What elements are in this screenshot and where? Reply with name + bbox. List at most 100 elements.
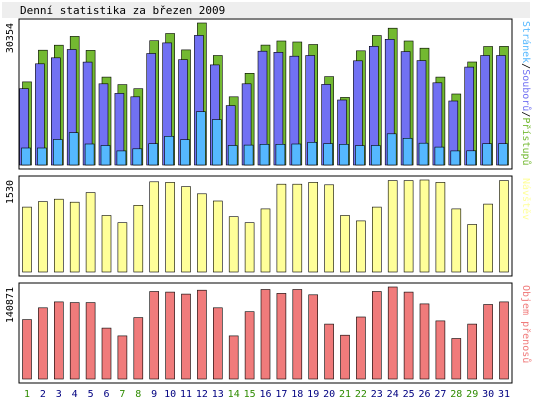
x-tick-label-day-31: 31 <box>498 389 510 400</box>
bar-middle-s0-day-7 <box>117 222 128 273</box>
x-tick-label-day-20: 20 <box>323 389 335 400</box>
bar-middle-s0-day-10 <box>165 182 175 273</box>
bar-top-s2-day-22 <box>355 145 365 166</box>
bar-middle-s0-day-28 <box>451 208 462 273</box>
bar-bottom-s0-day-26 <box>419 303 430 380</box>
bar-top-s2-day-19 <box>307 142 318 166</box>
bar-top-s2-day-30 <box>482 143 492 166</box>
bar-bottom-s0-day-13 <box>213 307 223 380</box>
bar-bottom-s0-day-3 <box>53 301 64 380</box>
bar-middle-s0-day-16 <box>260 208 271 273</box>
chart-title: Denní statistika za březen 2009 <box>20 4 225 17</box>
title-bar <box>2 2 530 18</box>
bar-bottom-s0-day-7 <box>117 335 128 380</box>
legend-part: Souborů <box>520 69 532 111</box>
bar-bottom-s0-day-22 <box>356 316 366 380</box>
bar-middle-s0-day-30 <box>483 203 493 273</box>
bar-bottom-s0-day-27 <box>435 320 446 380</box>
bar-bottom-s0-day-9 <box>149 291 159 380</box>
legend-middle: Návštěv <box>520 178 532 220</box>
bar-middle-s0-day-4 <box>69 201 80 273</box>
panel-frame-bottom <box>18 282 513 384</box>
bar-top-s2-day-16 <box>259 144 270 166</box>
bar-middle-s0-day-11 <box>181 186 191 273</box>
legend-part: Návštěv <box>520 178 532 220</box>
x-tick-label-day-6: 6 <box>103 389 109 400</box>
bar-top-s2-day-18 <box>291 143 302 166</box>
bar-top-s2-day-1 <box>21 147 31 166</box>
x-tick-label-day-17: 17 <box>275 389 287 400</box>
x-tick-label-day-1: 1 <box>24 389 30 400</box>
bar-bottom-s0-day-25 <box>403 291 414 380</box>
bar-top-s2-day-25 <box>402 138 413 166</box>
x-tick-label-day-30: 30 <box>482 389 494 400</box>
bar-top-s2-day-8 <box>132 148 143 166</box>
bar-top-s2-day-10 <box>164 136 174 166</box>
bar-bottom-s0-day-4 <box>69 302 80 380</box>
bar-top-s1-day-29 <box>464 66 475 166</box>
x-tick-label-day-16: 16 <box>259 389 271 400</box>
bar-middle-s0-day-17 <box>276 183 287 273</box>
bar-middle-s0-day-9 <box>149 181 159 273</box>
bar-top-s2-day-7 <box>116 150 127 166</box>
bar-top-s2-day-9 <box>148 143 158 166</box>
bar-bottom-s0-day-24 <box>387 286 398 380</box>
bar-middle-s0-day-15 <box>244 222 255 273</box>
max-value-label-bottom: 140871 <box>5 287 16 323</box>
bar-top-s2-day-4 <box>68 132 79 166</box>
x-tick-label-day-10: 10 <box>164 389 176 400</box>
x-tick-label-day-3: 3 <box>56 389 62 400</box>
x-tick-label-day-15: 15 <box>244 389 256 400</box>
bar-middle-s0-day-1 <box>22 206 32 273</box>
x-tick-label-day-21: 21 <box>339 389 351 400</box>
bar-top-s2-day-29 <box>466 150 477 166</box>
bar-top-s2-day-5 <box>84 143 95 166</box>
bar-bottom-s0-day-31 <box>499 301 509 380</box>
bar-bottom-s0-day-18 <box>292 289 303 380</box>
bar-top-s2-day-28 <box>450 150 461 166</box>
legend-part: Přístupů <box>520 117 532 165</box>
bar-top-s2-day-12 <box>196 111 206 166</box>
bar-bottom-s0-day-20 <box>324 323 334 380</box>
x-tick-label-day-27: 27 <box>434 389 446 400</box>
bar-bottom-s0-day-16 <box>260 289 271 380</box>
bar-top-s2-day-27 <box>434 146 445 166</box>
legend-top: Stránek/Souborů/Přístupů <box>520 21 532 166</box>
legend-part: Objem přenosů <box>520 285 532 363</box>
x-tick-label-day-26: 26 <box>418 389 430 400</box>
panel-frame-top <box>18 18 513 170</box>
bar-middle-s0-day-24 <box>387 180 398 273</box>
bar-bottom-s0-day-23 <box>371 291 382 380</box>
bar-middle-s0-day-20 <box>324 184 334 273</box>
bar-bottom-s0-day-11 <box>181 293 191 380</box>
bar-bottom-s0-day-2 <box>38 307 48 380</box>
x-tick-label-day-24: 24 <box>387 389 399 400</box>
bar-bottom-s0-day-8 <box>133 317 144 380</box>
bar-middle-s0-day-3 <box>53 198 64 273</box>
bar-bottom-s0-day-15 <box>244 311 255 380</box>
bar-middle-s0-day-29 <box>467 224 478 273</box>
legend-bottom: Objem přenosů <box>520 285 532 363</box>
bar-bottom-s0-day-21 <box>340 334 350 380</box>
legend-part: / <box>520 63 531 69</box>
x-tick-label-day-28: 28 <box>450 389 462 400</box>
bar-middle-s0-day-26 <box>419 179 430 273</box>
x-tick-label-day-5: 5 <box>88 389 94 400</box>
legend-part: / <box>520 111 531 117</box>
bar-top-s2-day-11 <box>180 139 190 166</box>
bar-middle-s0-day-6 <box>101 215 112 273</box>
x-tick-label-day-4: 4 <box>72 389 78 400</box>
x-tick-label-day-19: 19 <box>307 389 319 400</box>
bar-bottom-s0-day-17 <box>276 293 287 380</box>
x-tick-label-day-12: 12 <box>196 389 208 400</box>
x-tick-label-day-11: 11 <box>180 389 192 400</box>
bar-middle-s0-day-21 <box>340 215 350 273</box>
bar-middle-s0-day-31 <box>499 180 509 273</box>
x-tick-label-day-23: 23 <box>371 389 383 400</box>
bar-bottom-s0-day-14 <box>228 335 239 380</box>
bar-bottom-s0-day-19 <box>308 294 319 380</box>
bar-top-s2-day-15 <box>243 144 254 166</box>
max-value-label-top: 30354 <box>5 23 16 53</box>
